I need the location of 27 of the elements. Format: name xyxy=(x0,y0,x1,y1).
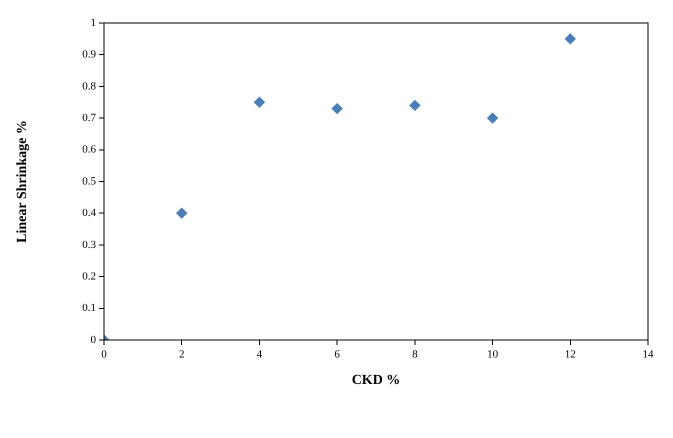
y-tick-label: 0.8 xyxy=(82,80,96,92)
y-tick-label: 0.4 xyxy=(82,207,96,220)
x-tick-label: 4 xyxy=(256,348,263,360)
x-tick-label: 12 xyxy=(564,348,576,360)
point xyxy=(487,112,498,124)
point xyxy=(409,100,420,111)
x-axis-title: CKD % xyxy=(352,373,400,388)
x-tick-label: 14 xyxy=(642,348,654,360)
x-tick-label: 8 xyxy=(412,348,418,360)
point xyxy=(564,33,576,44)
x-tick-label: 6 xyxy=(334,348,340,360)
point xyxy=(332,103,343,114)
x-tick-label: 0 xyxy=(101,348,108,360)
y-tick-label: 0.9 xyxy=(82,48,96,61)
y-tick-label: 0.1 xyxy=(82,302,96,314)
point xyxy=(176,208,188,219)
x-tick-label: 10 xyxy=(487,348,499,360)
y-tick-label: 0 xyxy=(90,334,96,346)
y-tick-label: 0.3 xyxy=(82,238,96,251)
point xyxy=(254,96,265,108)
y-tick-label: 0.6 xyxy=(82,144,96,156)
y-tick-label: 0.7 xyxy=(82,112,96,124)
x-tick-label: 2 xyxy=(178,348,184,360)
y-tick-label: 1 xyxy=(90,16,96,29)
y-tick-label: 0.2 xyxy=(82,270,96,282)
y-axis-title: Linear Shrinkage % xyxy=(15,120,30,243)
y-tick-label: 0.5 xyxy=(82,175,96,188)
